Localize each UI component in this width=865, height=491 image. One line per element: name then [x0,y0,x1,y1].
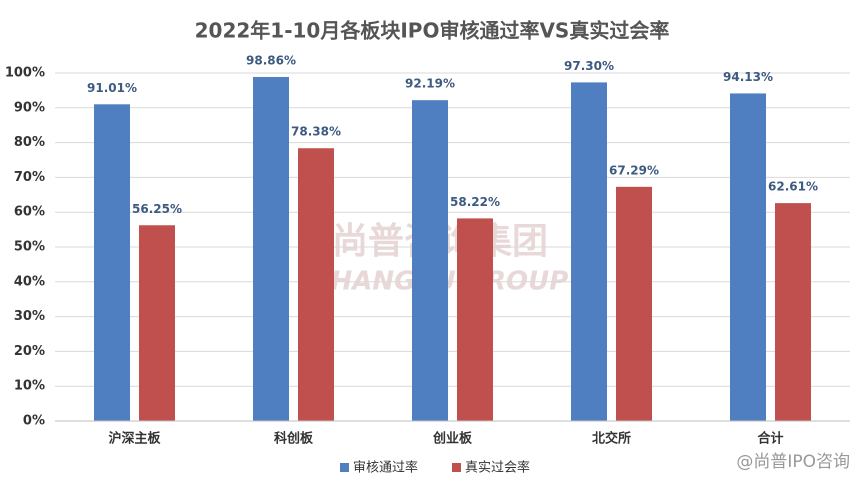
y-tick-label: 20% [14,344,45,359]
y-tick-label: 70% [14,170,45,185]
value-label: 58.22% [450,195,500,209]
bar [457,218,493,421]
bar [94,104,130,421]
y-tick-label: 90% [14,100,45,115]
x-tick-label: 北交所 [592,431,631,447]
value-label: 94.13% [723,70,773,84]
value-label: 97.30% [564,59,614,73]
y-tick-label: 50% [14,240,45,255]
value-label: 67.29% [609,163,659,177]
y-tick-label: 30% [14,309,45,324]
x-tick-label: 合计 [757,431,783,447]
y-tick-label: 0% [23,414,45,429]
bar [571,82,607,422]
legend-label: 真实过会率 [465,460,530,476]
x-tick-label: 沪深主板 [108,431,161,447]
x-tick-label: 创业板 [432,431,473,447]
bar [616,186,652,421]
y-tick-label: 80% [14,135,45,150]
y-tick-label: 10% [14,379,45,394]
value-label: 91.01% [87,81,137,95]
value-label: 92.19% [405,77,455,91]
chart-title: 2022年1-10月各板块IPO审核通过率VS真实过会率 [195,19,670,43]
value-label: 98.86% [246,53,296,67]
bar [298,148,334,421]
y-tick-label: 100% [5,66,45,81]
bar [253,76,289,422]
y-tick-label: 60% [14,205,45,220]
legend-swatch [340,463,349,472]
value-label: 56.25% [132,202,182,216]
legend-label: 审核通过率 [353,460,418,476]
value-label: 62.61% [768,180,818,194]
value-label: 78.38% [291,125,341,139]
x-tick-label: 科创板 [274,431,314,447]
y-tick-label: 40% [14,274,45,289]
bar [412,100,448,421]
bar [139,225,175,421]
bar [730,93,766,421]
legend-swatch [452,463,461,472]
bar [775,203,811,421]
source-tag: @尚普IPO咨询 [736,452,850,472]
